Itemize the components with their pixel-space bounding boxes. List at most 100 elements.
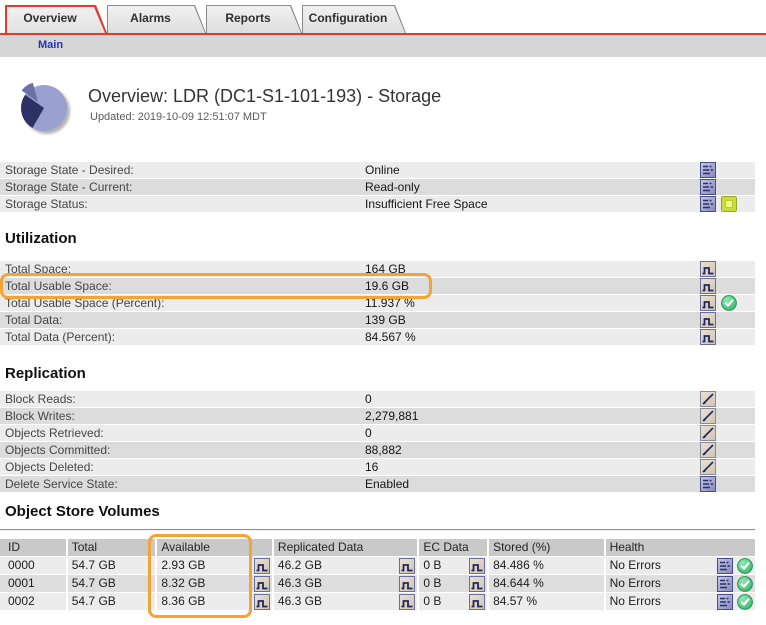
attr-row-total-data-percent: Total Data (Percent): 84.567 % <box>0 329 755 345</box>
attr-row-storage-state-desired: Storage State - Desired: Online <box>0 162 755 178</box>
trend-report-icon[interactable] <box>700 408 716 424</box>
cell-stored-percent: 84.57 % <box>489 593 604 610</box>
utilization-section: Total Space: 164 GB Total Usable Space: … <box>0 261 755 346</box>
cell-replicated-data: 46.2 GB <box>274 557 417 574</box>
cell-total: 54.7 GB <box>68 575 156 592</box>
attribute-report-icon[interactable] <box>700 476 716 492</box>
cell-health: No Errors <box>606 557 755 574</box>
breadcrumb-bar: Main <box>0 35 766 57</box>
table-row-volume-0000: 0000 54.7 GB 2.93 GB 46.2 GB 0 B 84.486 … <box>0 557 755 574</box>
chart-report-icon[interactable] <box>399 558 415 574</box>
attr-row-total-usable-space: Total Usable Space: 19.6 GB <box>0 278 755 294</box>
tab-reports[interactable]: Reports <box>206 5 302 33</box>
attribute-report-icon[interactable] <box>700 196 716 212</box>
attr-label: Total Data: <box>5 312 62 328</box>
cell-available-value: 2.93 GB <box>161 557 205 574</box>
trend-report-icon[interactable] <box>700 425 716 441</box>
tab-overview-label: Overview <box>5 5 95 33</box>
chart-report-icon[interactable] <box>399 576 415 592</box>
attr-value: 16 <box>365 459 378 475</box>
updated-timestamp: Updated: 2019-10-09 12:51:07 MDT <box>90 111 267 123</box>
cell-replicated-value: 46.3 GB <box>278 593 322 610</box>
chart-report-icon[interactable] <box>700 329 716 345</box>
cell-ec-data: 0 B <box>419 593 487 610</box>
ok-status-icon <box>737 558 753 574</box>
cell-replicated-value: 46.3 GB <box>278 575 322 592</box>
storage-state-section: Storage State - Desired: Online Storage … <box>0 162 755 213</box>
attr-label: Storage State - Current: <box>5 179 132 195</box>
chart-report-icon[interactable] <box>700 295 716 311</box>
chart-report-icon[interactable] <box>254 576 270 592</box>
col-header-id: ID <box>0 539 66 556</box>
ok-status-icon <box>721 295 737 311</box>
tab-overview[interactable]: Overview <box>5 5 107 33</box>
attr-value: 19.6 GB <box>365 278 409 294</box>
cell-available: 8.36 GB <box>157 593 272 610</box>
attr-label: Objects Deleted: <box>5 459 94 475</box>
trend-report-icon[interactable] <box>700 442 716 458</box>
table-header-row: ID Total Available Replicated Data EC Da… <box>0 539 755 556</box>
chart-report-icon[interactable] <box>469 576 485 592</box>
utilization-heading: Utilization <box>5 230 77 247</box>
tab-reports-label: Reports <box>206 5 290 33</box>
attr-value: Enabled <box>365 476 409 492</box>
attr-label: Objects Retrieved: <box>5 425 104 441</box>
attr-label: Objects Committed: <box>5 442 110 458</box>
col-header-stored-percent: Stored (%) <box>489 539 604 556</box>
cell-available-value: 8.32 GB <box>161 575 205 592</box>
cell-available-value: 8.36 GB <box>161 593 205 610</box>
table-row-volume-0001: 0001 54.7 GB 8.32 GB 46.3 GB 0 B 84.644 … <box>0 575 755 592</box>
breadcrumb-main-link[interactable]: Main <box>38 39 63 51</box>
cell-ec-value: 0 B <box>423 575 441 592</box>
chart-report-icon[interactable] <box>399 594 415 610</box>
attr-label: Delete Service State: <box>5 476 118 492</box>
cell-id: 0000 <box>0 557 66 574</box>
table-top-rule <box>0 529 755 531</box>
attr-row-block-writes: Block Writes: 2,279,881 <box>0 408 755 424</box>
replication-heading: Replication <box>5 365 86 382</box>
cell-health: No Errors <box>606 575 755 592</box>
chart-report-icon[interactable] <box>700 261 716 277</box>
cell-health-value: No Errors <box>610 557 661 574</box>
cell-replicated-value: 46.2 GB <box>278 557 322 574</box>
attr-row-total-usable-space-percent: Total Usable Space (Percent): 11.937 % <box>0 295 755 311</box>
attr-row-storage-status: Storage Status: Insufficient Free Space <box>0 196 755 212</box>
attr-value: 11.937 % <box>365 295 415 311</box>
attr-row-delete-service-state: Delete Service State: Enabled <box>0 476 755 492</box>
attr-value: 88,882 <box>365 442 402 458</box>
chart-report-icon[interactable] <box>254 558 270 574</box>
attr-value: 2,279,881 <box>365 408 418 424</box>
attr-label: Total Usable Space: <box>5 278 112 294</box>
chart-report-icon[interactable] <box>254 594 270 610</box>
chart-report-icon[interactable] <box>469 558 485 574</box>
ok-status-icon <box>737 576 753 592</box>
attr-value: Online <box>365 162 400 178</box>
chart-report-icon[interactable] <box>700 312 716 328</box>
trend-report-icon[interactable] <box>700 391 716 407</box>
chart-report-icon[interactable] <box>700 278 716 294</box>
cell-health: No Errors <box>606 593 755 610</box>
attribute-report-icon[interactable] <box>700 162 716 178</box>
attr-row-objects-committed: Objects Committed: 88,882 <box>0 442 755 458</box>
chart-report-icon[interactable] <box>469 594 485 610</box>
table-row-volume-0002: 0002 54.7 GB 8.36 GB 46.3 GB 0 B 84.57 %… <box>0 593 755 610</box>
attr-row-total-data: Total Data: 139 GB <box>0 312 755 328</box>
cell-health-value: No Errors <box>610 575 661 592</box>
ldr-storage-overview-page: Overview Alarms Reports Configuration Ma… <box>0 0 766 625</box>
tab-alarms-label: Alarms <box>107 5 194 33</box>
attribute-report-icon[interactable] <box>700 179 716 195</box>
attribute-report-icon[interactable] <box>717 576 733 592</box>
attr-value: 139 GB <box>365 312 406 328</box>
attribute-report-icon[interactable] <box>717 594 733 610</box>
cell-total: 54.7 GB <box>68 557 156 574</box>
col-header-ec-data: EC Data <box>419 539 487 556</box>
attribute-report-icon[interactable] <box>717 558 733 574</box>
attr-value: 0 <box>365 391 372 407</box>
col-header-available: Available <box>157 539 272 556</box>
col-header-replicated-data: Replicated Data <box>274 539 417 556</box>
tab-configuration[interactable]: Configuration <box>302 5 406 33</box>
tab-alarms[interactable]: Alarms <box>107 5 206 33</box>
trend-report-icon[interactable] <box>700 459 716 475</box>
cell-stored-percent: 84.486 % <box>489 557 604 574</box>
cell-health-value: No Errors <box>610 593 661 610</box>
